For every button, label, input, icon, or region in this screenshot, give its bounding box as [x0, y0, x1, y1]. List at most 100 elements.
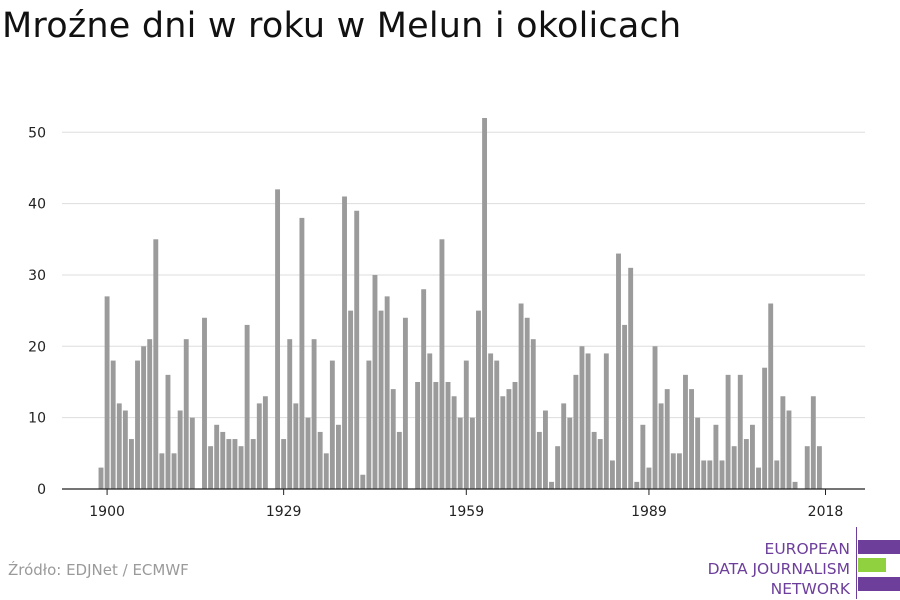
- x-tick-label: 1929: [266, 504, 302, 520]
- bar: [731, 446, 737, 489]
- bars: [98, 118, 822, 489]
- bar: [616, 253, 621, 489]
- bar: [469, 417, 475, 489]
- bar: [433, 381, 439, 489]
- bar: [816, 446, 822, 489]
- bar: [609, 460, 615, 489]
- gridlines: [62, 131, 865, 419]
- logo-line-3: NETWORK: [770, 580, 850, 598]
- x-tick-label: 2018: [808, 504, 844, 520]
- bar: [762, 367, 768, 489]
- bar: [244, 324, 250, 489]
- bar: [342, 196, 347, 489]
- bar: [281, 439, 287, 489]
- bar: [147, 339, 153, 489]
- bar: [183, 339, 189, 489]
- y-tick-label: 40: [28, 197, 46, 213]
- bar: [463, 360, 469, 489]
- bar: [518, 303, 524, 489]
- bar: [451, 396, 457, 489]
- bar: [719, 460, 725, 489]
- bar: [335, 424, 341, 489]
- bar: [695, 417, 701, 489]
- bar: [591, 431, 597, 489]
- bar: [628, 267, 634, 489]
- bar: [743, 439, 749, 489]
- bar: [786, 410, 792, 489]
- source-note: Źródło: EDJNet / ECMWF: [8, 561, 189, 579]
- bar: [250, 439, 256, 489]
- bar: [768, 303, 774, 489]
- bar: [159, 453, 165, 489]
- bar: [366, 360, 372, 489]
- bar: [275, 189, 281, 489]
- bar: [634, 481, 640, 489]
- bar: [384, 296, 390, 489]
- bar: [774, 460, 780, 489]
- bar: [512, 381, 518, 489]
- bar: [165, 374, 171, 489]
- bar: [110, 360, 116, 489]
- bar: [549, 481, 554, 489]
- bar: [128, 439, 134, 489]
- bar: [256, 403, 262, 489]
- bar: [305, 417, 311, 489]
- bar: [683, 374, 688, 489]
- bar: [567, 417, 573, 489]
- bar: [299, 217, 305, 489]
- bar: [810, 396, 816, 489]
- bar: [220, 431, 226, 489]
- bar: [396, 431, 402, 489]
- bar: [415, 381, 421, 489]
- bar: [360, 474, 366, 489]
- bar: [542, 410, 548, 489]
- bar: [622, 324, 628, 489]
- bar: [676, 453, 682, 489]
- bar: [707, 460, 713, 489]
- bar: [804, 446, 810, 489]
- bar: [171, 453, 177, 489]
- bar: [202, 317, 207, 489]
- bar: [445, 381, 451, 489]
- bar: [141, 346, 147, 489]
- bar: [555, 446, 561, 489]
- bar: [439, 239, 445, 489]
- bar: [500, 396, 506, 489]
- y-tick-labels: 0 10 20 30 40 50: [28, 125, 46, 498]
- bar: [494, 360, 500, 489]
- bar: [524, 317, 530, 489]
- y-tick-label: 50: [28, 125, 46, 141]
- bar: [378, 310, 384, 489]
- bar: [402, 317, 408, 489]
- bar: [573, 374, 579, 489]
- bar: [488, 353, 494, 489]
- bar: [135, 360, 140, 489]
- bar: [329, 360, 335, 489]
- bar: [689, 389, 695, 489]
- bar: [226, 439, 232, 489]
- bar: [238, 446, 244, 489]
- bar: [177, 410, 183, 489]
- bar: [506, 389, 512, 489]
- bar: [652, 346, 658, 489]
- bar: [713, 424, 719, 489]
- bar: [756, 467, 761, 489]
- bar: [427, 353, 433, 489]
- y-tick-label: 30: [28, 268, 46, 284]
- bar: [701, 460, 707, 489]
- bar: [262, 396, 268, 489]
- bar: [348, 310, 354, 489]
- bar: [780, 396, 786, 489]
- bar: [603, 353, 609, 489]
- bar: [670, 453, 676, 489]
- logo-line-1: EUROPEAN: [764, 540, 850, 558]
- bar: [658, 403, 664, 489]
- bar: [664, 389, 670, 489]
- bar: [390, 389, 396, 489]
- bar: [536, 431, 542, 489]
- logo-text: EUROPEAN DATA JOURNALISM NETWORK: [708, 539, 850, 599]
- bar: [189, 417, 195, 489]
- bar: [579, 346, 585, 489]
- bar: [208, 446, 214, 489]
- bar: [317, 431, 323, 489]
